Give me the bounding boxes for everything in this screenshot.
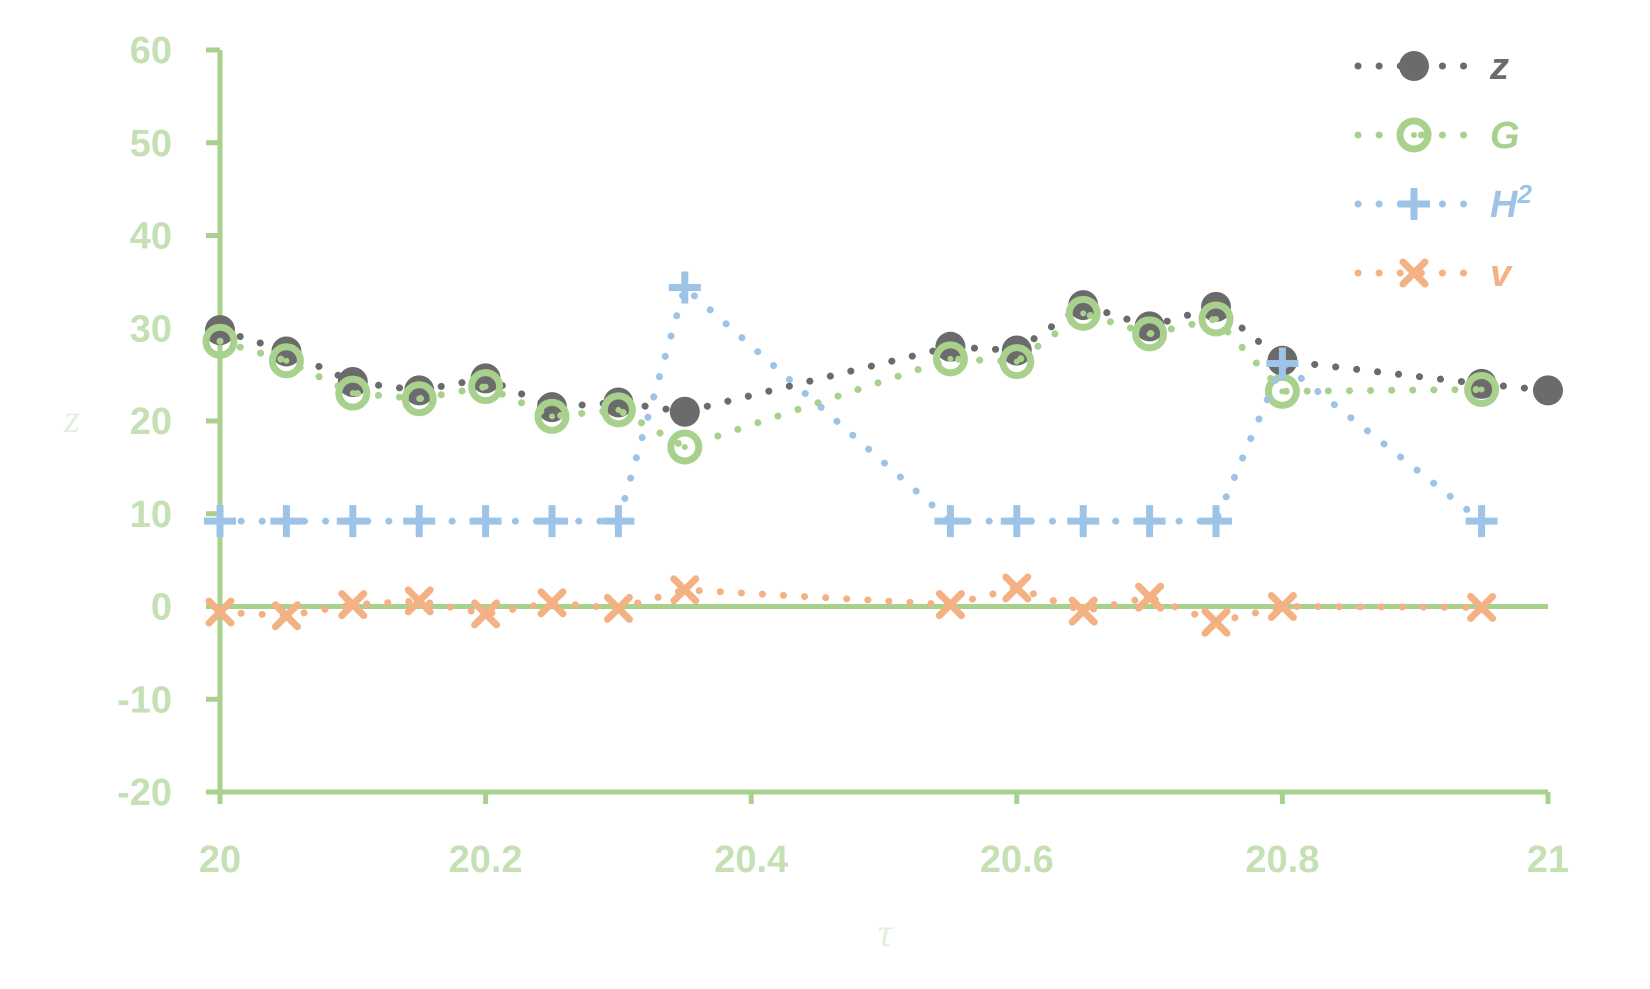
data-point	[404, 375, 435, 406]
y-tick-label: 50	[130, 123, 172, 165]
data-point	[999, 344, 1035, 380]
y-tick-label: 40	[130, 216, 172, 258]
axes: 60 50 40 30 20 10 0 -10 -20 20 20.2 20.4 20.6 20.8 21	[117, 30, 1569, 881]
data-point	[401, 381, 437, 417]
legend-marker	[1399, 258, 1429, 288]
y-tick-label: 20	[130, 401, 172, 443]
data-point	[1464, 371, 1500, 407]
y-tick-label: 30	[130, 308, 172, 350]
data-point	[404, 586, 434, 616]
series-1	[202, 295, 1500, 465]
data-point	[1132, 316, 1168, 352]
data-point	[204, 505, 236, 538]
data-point	[1533, 375, 1563, 406]
data-point	[669, 396, 700, 427]
data-point	[268, 343, 304, 379]
data-point	[1200, 505, 1232, 538]
data-point	[1266, 347, 1299, 380]
data-point	[1467, 592, 1497, 622]
data-point	[600, 392, 636, 428]
legend-item: z	[1354, 46, 1509, 88]
data-point	[468, 369, 504, 405]
legend-marker	[1399, 51, 1429, 81]
data-point	[336, 505, 369, 538]
data-point	[403, 505, 436, 538]
data-point	[1133, 505, 1166, 538]
data-point	[202, 323, 238, 359]
y-tick-label: 60	[130, 30, 172, 72]
data-point	[471, 599, 501, 629]
x-axis-title: τ	[878, 910, 894, 955]
x-tick-label: 20.6	[980, 839, 1054, 881]
data-point	[205, 597, 235, 627]
data-point	[602, 505, 635, 538]
data-point	[1000, 505, 1033, 538]
series-2	[204, 271, 1498, 538]
data-point	[335, 375, 371, 411]
data-point	[670, 575, 700, 605]
data-point	[667, 429, 703, 465]
data-point	[1002, 573, 1032, 603]
data-point	[1067, 505, 1100, 538]
data-point	[271, 601, 301, 631]
x-tick-label: 20	[199, 839, 241, 881]
legend-marker	[1398, 188, 1430, 220]
y-tick-label: 10	[130, 494, 172, 536]
x-tick-label: 20.8	[1245, 839, 1319, 881]
data-point	[270, 505, 303, 538]
legend-item: G	[1354, 115, 1520, 157]
data-point	[534, 398, 570, 434]
legend: zG H2 v	[1354, 46, 1532, 295]
data-point	[1201, 607, 1231, 637]
x-tick-label: 20.4	[714, 839, 788, 881]
data-point	[537, 588, 567, 618]
x-tick-label: 21	[1527, 839, 1569, 881]
data-point	[338, 590, 368, 620]
data-point	[1135, 582, 1165, 612]
y-tick-label: -10	[117, 679, 172, 721]
data-point	[934, 505, 967, 538]
legend-label: z	[1489, 46, 1509, 88]
legend-item: v	[1354, 253, 1513, 295]
y-axis-title: z	[63, 396, 80, 441]
data-point	[935, 590, 965, 620]
x-tick-label: 20.2	[449, 839, 523, 881]
data-point	[470, 363, 501, 394]
data-point	[1267, 592, 1297, 621]
data-point	[932, 341, 968, 377]
data-point	[1068, 596, 1098, 626]
legend-label: G	[1490, 115, 1520, 157]
legend-item: H2	[1354, 179, 1532, 226]
data-point	[469, 505, 502, 538]
y-tick-label: 0	[151, 587, 172, 629]
data-point	[1065, 295, 1101, 331]
data-point	[536, 505, 568, 538]
y-tick-label: -20	[117, 772, 172, 814]
data-point	[1198, 301, 1234, 337]
data-point	[603, 593, 633, 623]
series-line	[216, 309, 1486, 451]
legend-label: H2	[1490, 179, 1532, 226]
data-point	[1465, 505, 1498, 538]
plot-area	[202, 271, 1563, 637]
series-3	[205, 573, 1497, 637]
series-line	[216, 584, 1486, 626]
data-point	[668, 271, 701, 304]
legend-label: v	[1490, 253, 1513, 295]
legend-marker	[1396, 117, 1432, 153]
